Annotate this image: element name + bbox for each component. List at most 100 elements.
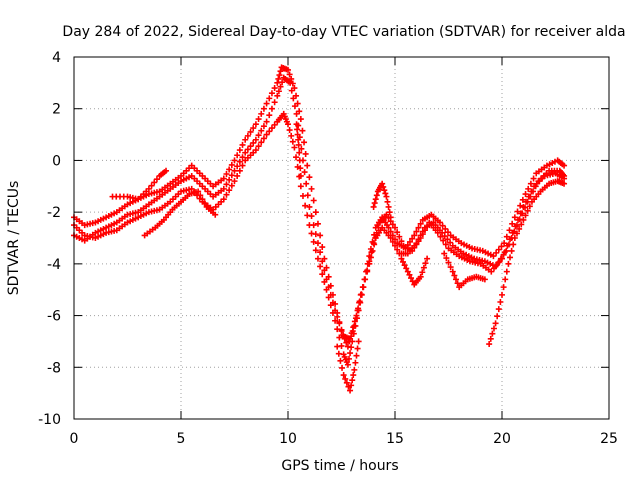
- data-point: [406, 271, 413, 278]
- data-point: [494, 313, 501, 320]
- data-point: [447, 264, 454, 271]
- data-point: [353, 352, 360, 359]
- data-point: [260, 105, 267, 112]
- data-point: [247, 143, 254, 150]
- data-point: [220, 175, 227, 182]
- data-point: [236, 147, 243, 154]
- data-point: [403, 265, 410, 272]
- data-point: [348, 382, 355, 389]
- data-point: [314, 240, 321, 247]
- data-point: [525, 185, 532, 192]
- data-point: [350, 372, 357, 379]
- x-tick-label: 20: [493, 431, 511, 447]
- data-point: [277, 83, 284, 90]
- data-point: [371, 200, 378, 207]
- data-point: [228, 172, 235, 179]
- data-point: [444, 236, 451, 243]
- series-track-6: [293, 121, 304, 179]
- data-point: [268, 90, 275, 97]
- data-point: [394, 229, 401, 236]
- data-point: [312, 209, 319, 216]
- data-point: [226, 187, 233, 194]
- data-point: [266, 95, 273, 102]
- data-point: [383, 193, 390, 200]
- data-point: [519, 196, 526, 203]
- data-point: [260, 123, 267, 130]
- data-point: [260, 135, 267, 142]
- series-track-8: [370, 180, 394, 221]
- data-point: [310, 222, 317, 229]
- data-point: [255, 143, 262, 150]
- data-point: [336, 319, 343, 326]
- data-point: [288, 132, 295, 139]
- data-point: [258, 127, 265, 134]
- data-point: [510, 241, 517, 248]
- data-point: [293, 154, 300, 161]
- data-point: [386, 209, 393, 216]
- data-point: [308, 185, 315, 192]
- data-point: [352, 315, 359, 322]
- data-point: [381, 187, 388, 194]
- data-point: [321, 255, 328, 262]
- data-point: [520, 216, 527, 223]
- data-point: [387, 214, 394, 221]
- data-point: [336, 334, 343, 341]
- data-point: [263, 131, 270, 138]
- data-point: [359, 284, 366, 291]
- data-point: [396, 233, 403, 240]
- data-point: [406, 238, 413, 245]
- data-point: [419, 269, 426, 276]
- chart-title: Day 284 of 2022, Sidereal Day-to-day VTE…: [62, 24, 625, 40]
- data-point: [527, 193, 534, 200]
- data-point: [487, 335, 494, 342]
- data-point: [352, 359, 359, 366]
- data-point: [519, 210, 526, 217]
- data-point: [354, 307, 361, 314]
- data-point: [314, 220, 321, 227]
- data-point: [420, 264, 427, 271]
- y-tick-label: -4: [47, 257, 61, 273]
- data-point: [255, 116, 262, 123]
- data-point: [500, 251, 507, 258]
- data-point: [415, 224, 422, 231]
- data-point: [223, 191, 230, 198]
- data-point: [371, 241, 378, 248]
- data-point: [274, 92, 281, 99]
- data-point: [392, 242, 398, 249]
- data-point: [449, 268, 456, 275]
- data-point: [424, 255, 431, 262]
- data-point: [497, 255, 504, 262]
- data-point: [398, 255, 405, 262]
- data-point: [343, 379, 350, 386]
- data-point: [317, 232, 324, 239]
- data-point: [220, 196, 227, 203]
- data-point: [444, 229, 451, 236]
- data-point: [274, 79, 281, 86]
- data-point: [298, 145, 305, 152]
- data-point: [312, 231, 319, 238]
- data-point: [349, 377, 356, 384]
- data-point: [343, 339, 350, 346]
- data-point: [289, 80, 296, 87]
- data-point: [220, 185, 227, 192]
- data-point: [323, 264, 330, 271]
- data-point: [295, 136, 302, 143]
- data-point: [302, 150, 309, 157]
- data-point: [271, 85, 278, 92]
- data-point: [522, 191, 529, 198]
- data-point: [271, 121, 278, 128]
- data-point: [340, 372, 347, 379]
- data-point: [527, 180, 534, 187]
- data-point: [369, 247, 376, 254]
- data-point: [417, 220, 424, 227]
- data-point: [271, 99, 278, 106]
- data-point: [239, 154, 246, 161]
- data-point: [561, 162, 568, 169]
- data-point: [337, 357, 344, 364]
- data-point: [507, 254, 514, 261]
- data-point: [389, 238, 396, 245]
- data-point: [490, 253, 497, 260]
- data-point: [517, 202, 524, 209]
- data-point: [499, 291, 505, 298]
- data-point: [268, 125, 275, 132]
